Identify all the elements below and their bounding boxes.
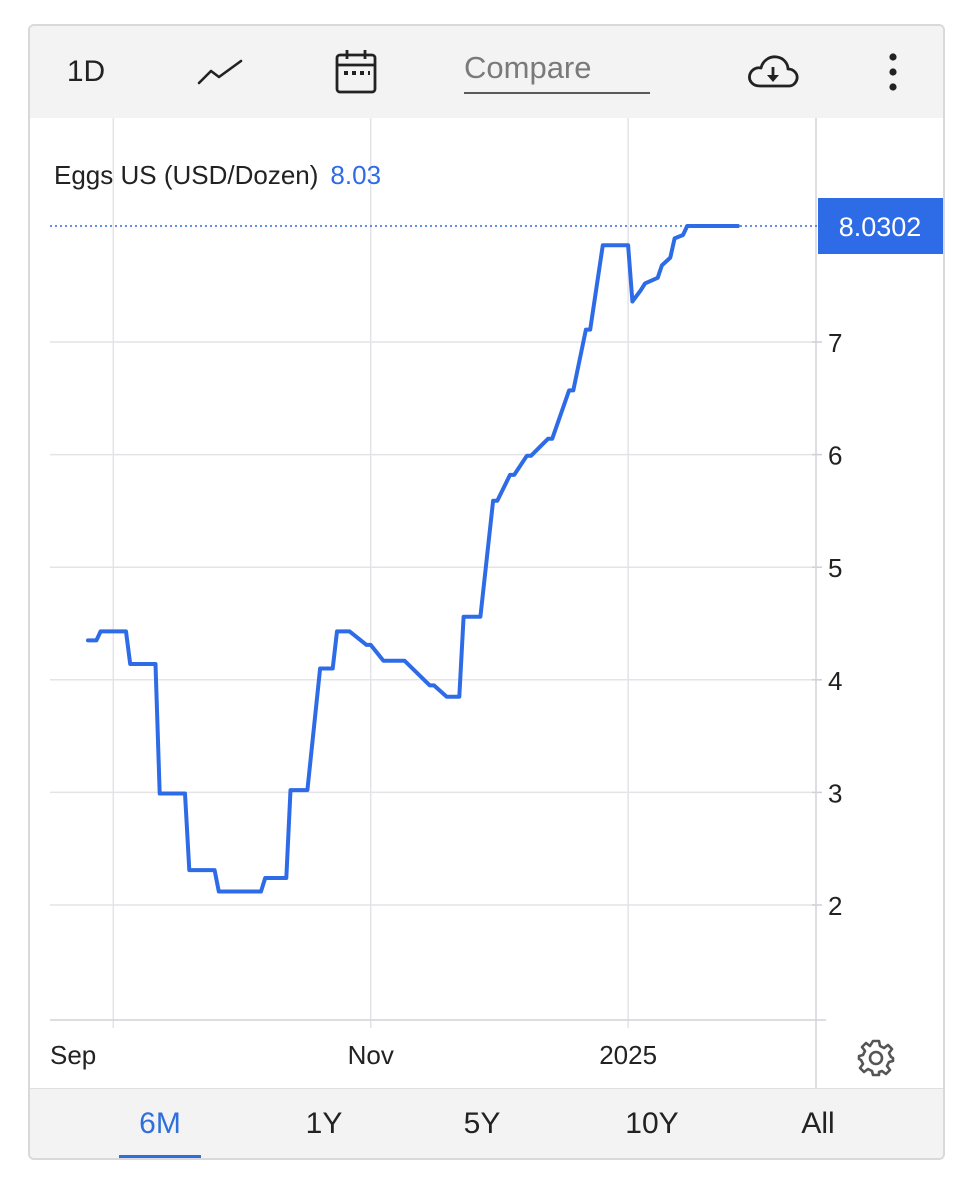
y-tick-label: 5 <box>828 553 842 583</box>
y-tick-label: 2 <box>828 891 842 921</box>
date-range-button[interactable] <box>326 26 386 118</box>
download-button[interactable] <box>740 26 806 118</box>
last-value-badge <box>818 197 943 254</box>
range-6m[interactable]: 6M <box>119 1089 201 1158</box>
chart-area: 2 3 4 5 6 7 Sep Nov 2025 Eggs US (USD/Dozen) 8.03 8… <box>30 118 943 1088</box>
cloud-download-icon <box>748 55 799 88</box>
x-tick-label: Sep <box>50 1040 96 1070</box>
calendar-icon <box>335 50 377 94</box>
chart-settings-button[interactable] <box>856 1038 896 1078</box>
chart-toolbar: 1D Compare <box>30 26 943 118</box>
x-tick-label: Nov <box>348 1040 394 1070</box>
x-tick-label: 2025 <box>599 1040 657 1070</box>
y-tick-label: 6 <box>828 441 842 471</box>
chart-type-button[interactable] <box>190 26 250 118</box>
more-options-button[interactable] <box>868 26 918 118</box>
range-10y[interactable]: 10Y <box>625 1107 679 1140</box>
y-tick-label: 4 <box>828 666 842 696</box>
range-5y[interactable]: 5Y <box>463 1107 501 1140</box>
range-all[interactable]: All <box>801 1107 835 1140</box>
chart-title: Eggs US (USD/Dozen) <box>54 160 318 190</box>
range-selector: 6M 1Y 5Y 10Y All <box>30 1088 943 1158</box>
y-tick-label: 3 <box>828 778 842 808</box>
line-chart-icon <box>197 59 243 85</box>
price-chart: 2 3 4 5 6 7 Sep Nov 2025 Eggs US (USD/Dozen) 8.03 8… <box>50 118 943 1088</box>
y-tick-label: 7 <box>828 328 842 358</box>
price-series-line <box>86 224 740 894</box>
compare-placeholder: Compare <box>464 50 650 94</box>
more-vertical-icon <box>889 53 897 91</box>
chart-title-value: 8.03 <box>330 160 381 190</box>
last-value-label: 8.0302 <box>839 212 922 242</box>
chart-widget: 1D Compare <box>28 24 945 1160</box>
interval-button[interactable]: 1D <box>66 55 106 88</box>
range-1y[interactable]: 1Y <box>305 1107 343 1140</box>
settings-gear-icon <box>857 1039 895 1077</box>
compare-input[interactable]: Compare <box>464 26 654 118</box>
